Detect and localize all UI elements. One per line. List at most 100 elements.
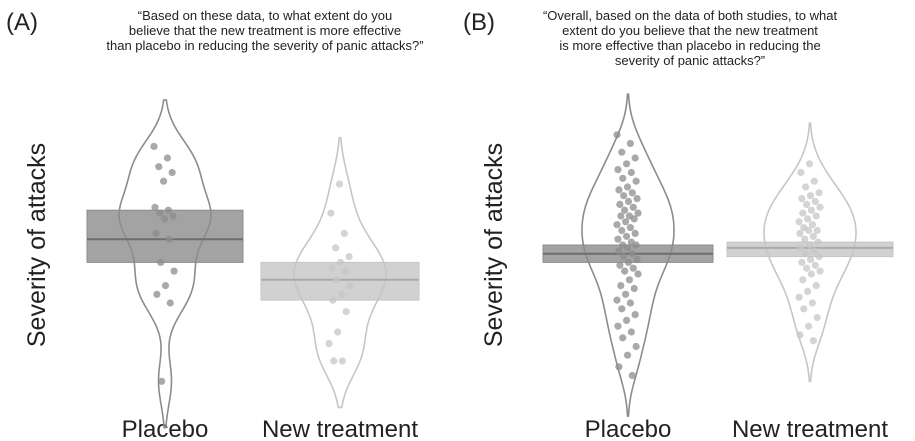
data-point [622,316,631,324]
data-point [621,267,629,275]
data-point [615,247,623,255]
data-point [622,218,630,226]
data-point [345,253,353,261]
data-point [807,270,816,278]
data-point [156,209,164,217]
violin [293,136,387,409]
data-point [614,166,622,174]
data-point [325,340,333,348]
panel-title: “Based on these data, to what extent do … [138,8,392,23]
data-point [633,255,641,264]
data-point [795,293,803,301]
data-point [160,215,169,223]
data-point [615,186,623,194]
panel-label: (A) [6,9,38,36]
data-point [811,261,819,269]
data-point [795,218,803,226]
data-point [618,226,626,235]
data-point [631,229,639,237]
data-point [626,139,634,148]
data-point [810,177,818,185]
panel-title: extent do you believe that the new treat… [562,23,818,38]
data-point [627,328,635,336]
data-point [809,232,817,240]
data-point [814,238,822,246]
data-point [346,282,354,290]
data-point [150,142,158,150]
data-point [816,203,824,211]
data-point [798,258,806,266]
data-point [159,177,168,185]
panel-title: believe that the new treatment is more e… [129,23,401,38]
data-point [157,258,165,266]
data-point [797,244,805,252]
data-point [816,267,824,275]
data-point [622,160,631,168]
data-point [329,296,337,304]
data-point [333,276,341,284]
data-point [805,160,814,168]
data-point [166,299,174,307]
data-point [623,183,632,191]
data-point [332,244,340,252]
data-point [799,276,807,284]
data-point [155,163,163,171]
data-point [342,308,350,316]
data-point [618,148,626,156]
data-point [613,221,621,229]
data-point [633,195,641,203]
data-point [330,357,338,365]
data-point [170,267,178,275]
data-point [631,154,639,162]
y-axis-label: Severity of attacks [23,143,51,347]
data-point [634,270,642,278]
data-point [803,200,811,208]
data-point [804,322,813,330]
data-point [810,247,818,255]
data-point [797,168,805,177]
data-point [803,264,811,272]
panel-label: (B) [463,9,495,36]
data-point [619,334,627,342]
data-point [624,197,633,206]
violin [581,93,675,417]
category-label: New treatment [732,416,888,441]
data-point [634,209,642,217]
data-point [812,282,820,290]
data-point [623,244,632,252]
panel-title: severity of panic attacks?” [615,53,765,68]
data-point [812,212,820,220]
data-point [802,250,810,258]
panel-title: “Overall, based on the data of both stud… [543,8,838,23]
data-point [164,206,172,214]
data-point [800,305,808,313]
data-point [806,192,815,200]
data-point [622,232,631,240]
data-point [628,371,636,380]
data-point [627,168,635,177]
data-point [632,241,640,249]
violin [763,122,857,383]
data-point [628,189,636,197]
data-point [630,284,638,293]
data-point [804,215,812,223]
data-point [621,206,629,214]
data-point [614,322,622,330]
data-point [804,226,813,235]
data-point [798,195,806,203]
data-point [632,177,640,185]
data-point [630,215,638,223]
data-point [625,276,634,284]
category-label: Placebo [585,416,672,441]
data-point [168,168,176,177]
data-point [799,209,807,217]
data-point [796,229,804,237]
data-point [623,351,632,359]
data-point [632,342,640,351]
data-point [813,313,821,322]
data-point [163,154,171,162]
data-point [328,264,336,272]
data-point [629,264,637,272]
data-point [808,299,816,307]
